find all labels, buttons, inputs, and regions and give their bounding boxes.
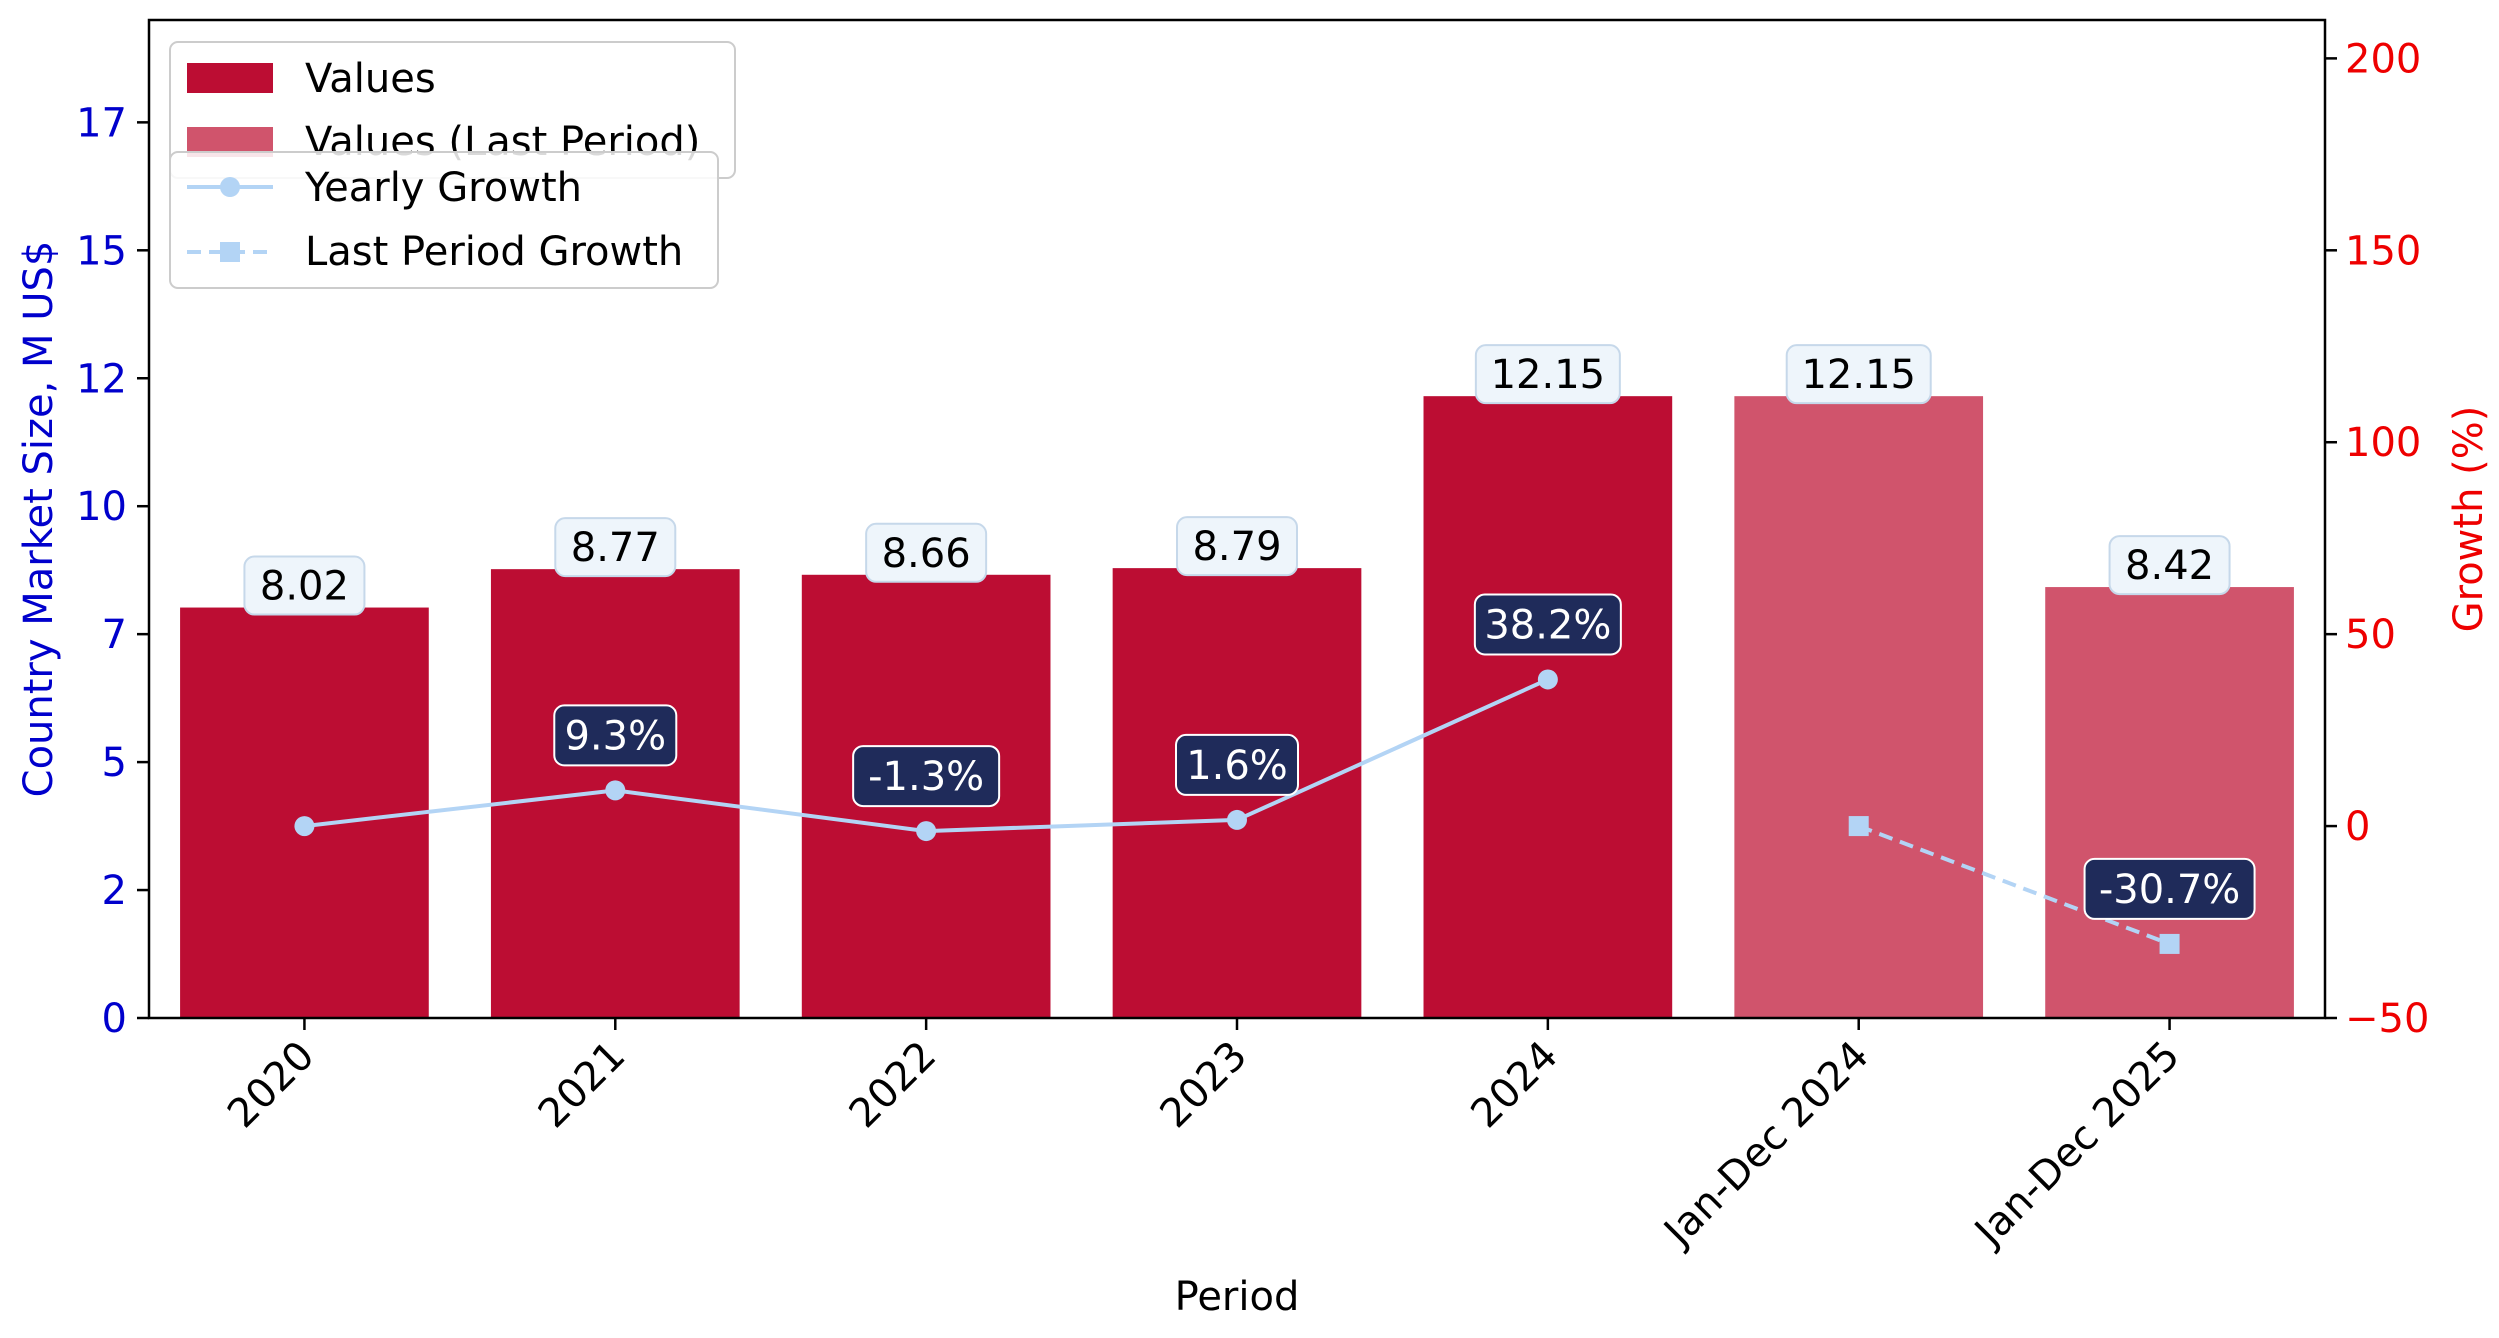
value-label: 12.15	[1801, 352, 1916, 398]
value-label: 8.66	[882, 531, 971, 577]
x-tick-label: 2021	[530, 1033, 635, 1138]
legend-swatch-values	[187, 63, 273, 93]
growth-label: 1.6%	[1186, 743, 1288, 789]
left-tick-label: 7	[102, 612, 127, 658]
growth-label: 38.2%	[1484, 602, 1611, 648]
legend-label-values: Values	[305, 56, 436, 102]
growth-label: -30.7%	[2099, 867, 2241, 913]
right-axis-label: Growth (%)	[2446, 406, 2492, 633]
left-tick-label: 10	[76, 484, 127, 530]
growth-label-box	[553, 704, 678, 767]
left-tick-label: 17	[76, 100, 127, 146]
value-label-box	[2108, 535, 2231, 596]
bar-2024	[1423, 396, 1673, 1019]
bar-jan-dec-2024	[1734, 396, 1984, 1019]
x-tick-label: Jan-Dec 2025	[1964, 1033, 2188, 1257]
x-axis-label: Period	[1175, 1274, 1300, 1320]
left-tick-label: 5	[102, 740, 127, 786]
value-label-box	[1176, 516, 1298, 577]
growth-marker-circle	[605, 780, 626, 801]
value-label-box	[554, 517, 677, 578]
right-tick-label: 0	[2345, 804, 2370, 850]
right-tick-label: 150	[2345, 228, 2421, 274]
bars-layer	[180, 396, 2294, 1019]
left-tick-label: 0	[102, 996, 127, 1042]
growth-label: 9.3%	[564, 713, 666, 759]
right-tick-label: 200	[2345, 36, 2421, 82]
legend-lines: Yearly Growth Last Period Growth	[169, 151, 719, 289]
left-tick-label: 15	[76, 228, 127, 274]
left-axis-label: Country Market Size, M US$	[16, 241, 62, 798]
legend-label-last-period-growth: Last Period Growth	[305, 229, 683, 275]
x-tick-label: Jan-Dec 2024	[1654, 1033, 1878, 1257]
growth-marker-circle	[1227, 809, 1247, 830]
right-tick-label: −50	[2345, 996, 2429, 1042]
value-label-box	[1474, 344, 1621, 405]
growth-marker-square	[1848, 816, 1869, 837]
legend-label-yearly-growth: Yearly Growth	[304, 165, 582, 211]
bar-2020	[180, 607, 429, 1018]
x-tick-label: 2022	[841, 1033, 946, 1138]
growth-marker-circle	[294, 816, 315, 837]
growth-label: -1.3%	[868, 754, 984, 800]
growth-marker-circle	[1537, 669, 1558, 690]
legend-marker-yearly-growth	[220, 177, 240, 197]
last-period-growth-line	[1858, 824, 2171, 946]
value-label: 8.42	[2125, 543, 2214, 589]
legend-lines-frame	[169, 151, 719, 289]
value-label: 12.15	[1491, 352, 1606, 398]
growth-marker-circle	[916, 821, 937, 842]
value-label: 8.79	[1192, 524, 1281, 570]
x-tick-label: 2020	[219, 1033, 324, 1138]
right-tick-label: 50	[2345, 612, 2396, 658]
right-tick-label: 100	[2345, 420, 2421, 466]
left-tick-label: 2	[102, 868, 127, 914]
x-axis-ticks: 2020 2021 2022 2023 2024 Jan-Dec 2024 Jan-Dec …	[219, 1018, 2189, 1257]
right-axis-ticks: −50 0 50 100 150 200	[2325, 36, 2429, 1042]
growth-label-box	[1175, 733, 1299, 796]
legend-marker-last-period-growth	[220, 242, 240, 262]
x-tick-label: 2023	[1152, 1033, 1257, 1138]
growth-lines-layer	[294, 669, 2180, 954]
value-label-box	[243, 555, 366, 616]
left-axis-ticks: 0 2 5 7 10 12 15 17	[76, 100, 149, 1042]
left-tick-label: 12	[76, 356, 127, 402]
value-label: 8.77	[571, 525, 660, 571]
value-label-box	[1785, 344, 1932, 405]
data-labels-layer: 8.02 8.77 8.66 8.79 12.15 12.15 8.42 9.3% -1.3% 1…	[243, 344, 2256, 920]
growth-label-box	[852, 745, 1001, 808]
value-label-box	[865, 522, 988, 583]
value-label: 8.02	[260, 564, 349, 610]
growth-label-box	[1473, 593, 1622, 656]
growth-marker-square	[2159, 933, 2180, 954]
x-tick-label: 2024	[1462, 1033, 1567, 1138]
growth-label-box	[2083, 857, 2256, 920]
